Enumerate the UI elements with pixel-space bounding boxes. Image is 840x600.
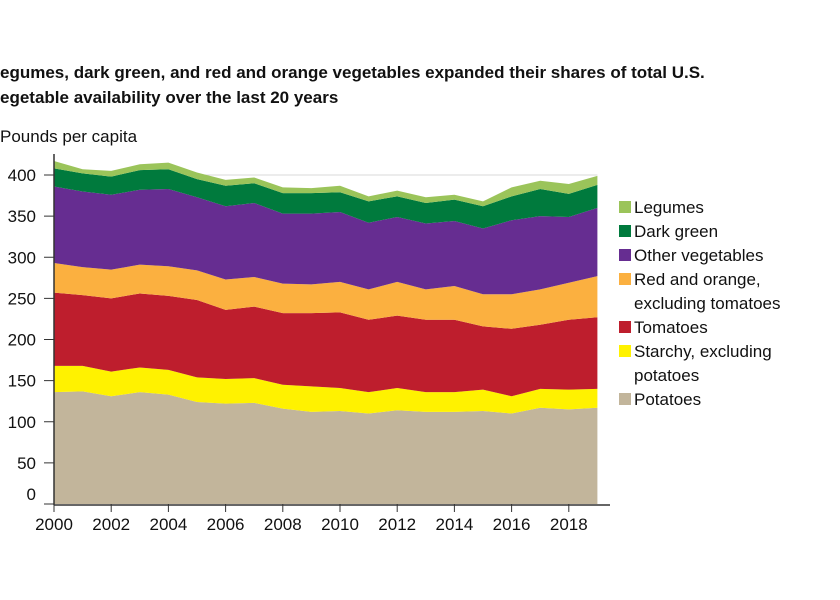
x-tick-label: 2012 (378, 515, 416, 534)
x-tick-label: 2002 (92, 515, 130, 534)
legend-swatch (619, 201, 631, 213)
y-tick-label: 100 (8, 413, 36, 432)
x-tick-label: 2006 (207, 515, 245, 534)
legend-label: Potatoes (634, 390, 701, 409)
area-potatoes (54, 391, 598, 504)
y-tick-label: 400 (8, 166, 36, 185)
legend-label: excluding tomatoes (634, 294, 780, 313)
y-tick-label: 350 (8, 207, 36, 226)
chart-title-line-1: egumes, dark green, and red and orange v… (0, 63, 705, 82)
legend-label: Other vegetables (634, 246, 763, 265)
y-tick-label: 200 (8, 331, 36, 350)
legend-label: potatoes (634, 366, 699, 385)
legend-swatch (619, 249, 631, 261)
legend-label: Legumes (634, 198, 704, 217)
area-red-and-orange-excluding-tomatoes (54, 263, 598, 329)
area-legumes (54, 161, 598, 207)
x-tick-label: 2018 (550, 515, 588, 534)
x-tick-label: 2016 (493, 515, 531, 534)
area-dark-green (54, 168, 598, 229)
y-tick-label: 250 (8, 289, 36, 308)
x-tick-label: 2010 (321, 515, 359, 534)
x-tick-label: 2004 (149, 515, 187, 534)
legend-swatch (619, 225, 631, 237)
area-starchy-excluding-potatoes (54, 365, 598, 414)
y-tick-label: 150 (8, 372, 36, 391)
y-axis-label: Pounds per capita (0, 127, 138, 146)
legend-swatch (619, 345, 631, 357)
legend-swatch (619, 273, 631, 285)
legend-swatch (619, 393, 631, 405)
area-other-vegetables (54, 186, 598, 295)
legend-label: Starchy, excluding (634, 342, 772, 361)
legend-label: Dark green (634, 222, 718, 241)
x-tick-label: 2008 (264, 515, 302, 534)
x-tick-label: 2000 (35, 515, 73, 534)
y-tick-label: 50 (17, 454, 36, 473)
legend-swatch (619, 321, 631, 333)
chart-title-line-2: egetable availability over the last 20 y… (0, 88, 339, 107)
area-tomatoes (54, 292, 598, 397)
y-tick-label: 300 (8, 248, 36, 267)
legend-label: Red and orange, (634, 270, 761, 289)
legend-label: Tomatoes (634, 318, 708, 337)
y-tick-label: 0 (27, 485, 36, 504)
x-tick-label: 2014 (435, 515, 473, 534)
